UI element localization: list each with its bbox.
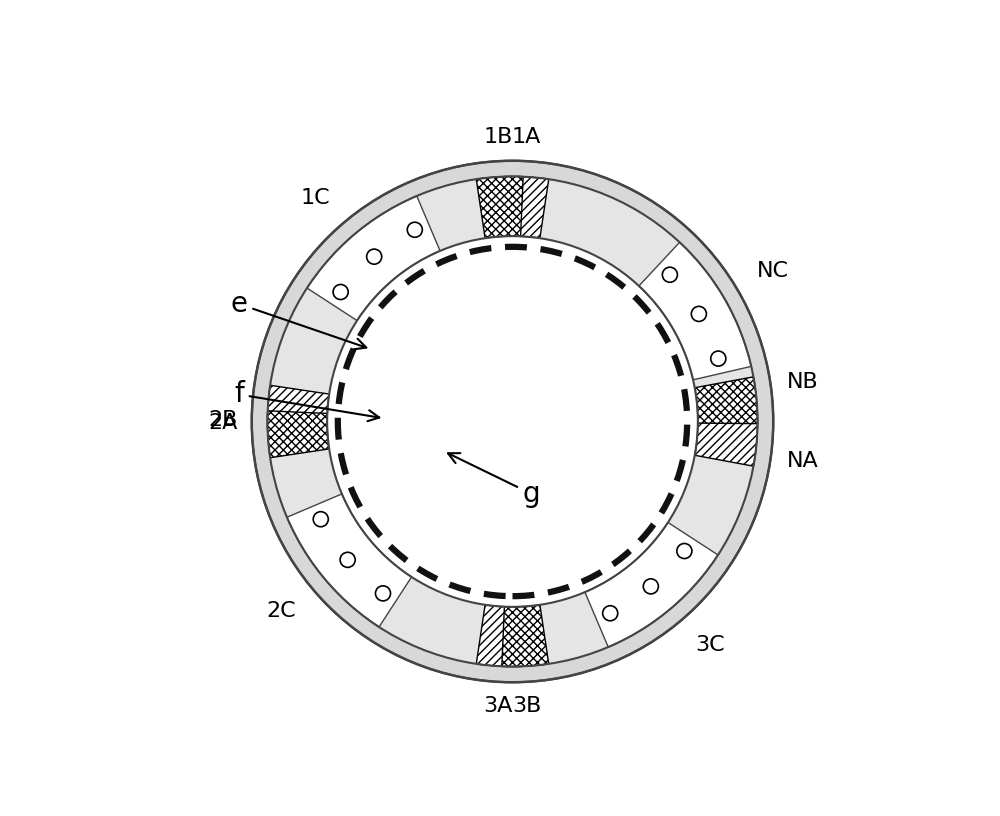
- Wedge shape: [585, 522, 718, 647]
- Wedge shape: [695, 377, 758, 424]
- Circle shape: [327, 236, 698, 607]
- Wedge shape: [639, 242, 751, 379]
- Text: 1B: 1B: [484, 126, 513, 147]
- Text: 3A: 3A: [484, 696, 513, 716]
- Text: NB: NB: [787, 372, 818, 392]
- Wedge shape: [307, 196, 440, 321]
- Text: NC: NC: [757, 261, 789, 281]
- Text: 3C: 3C: [695, 635, 725, 655]
- Circle shape: [267, 176, 758, 667]
- Text: e: e: [231, 290, 366, 349]
- Text: 2A: 2A: [208, 413, 238, 433]
- Wedge shape: [476, 176, 523, 238]
- Wedge shape: [267, 410, 329, 458]
- Wedge shape: [502, 605, 549, 667]
- Text: 1A: 1A: [512, 126, 541, 147]
- Circle shape: [252, 161, 773, 682]
- Text: 2C: 2C: [266, 601, 296, 621]
- Text: 2B: 2B: [208, 410, 238, 430]
- Text: g: g: [448, 453, 540, 508]
- Text: f: f: [234, 380, 379, 421]
- Wedge shape: [267, 385, 329, 432]
- Wedge shape: [476, 605, 523, 667]
- Text: 3B: 3B: [512, 696, 541, 716]
- Wedge shape: [502, 176, 549, 238]
- Circle shape: [267, 176, 758, 667]
- Wedge shape: [695, 419, 758, 466]
- Text: NA: NA: [787, 451, 818, 471]
- Text: 1C: 1C: [300, 188, 330, 208]
- Wedge shape: [287, 494, 412, 627]
